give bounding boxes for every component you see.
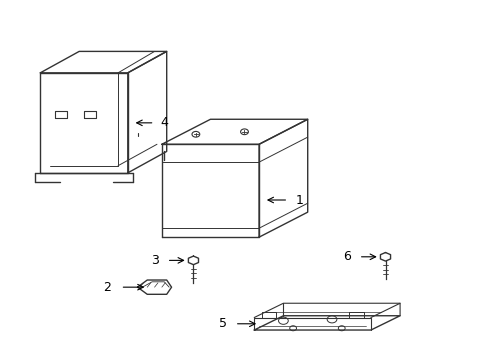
- Text: 1: 1: [295, 194, 303, 207]
- Text: 5: 5: [219, 317, 227, 330]
- Text: 4: 4: [161, 116, 168, 129]
- Text: 3: 3: [151, 254, 159, 267]
- Text: 2: 2: [102, 281, 111, 294]
- Text: 6: 6: [343, 250, 351, 263]
